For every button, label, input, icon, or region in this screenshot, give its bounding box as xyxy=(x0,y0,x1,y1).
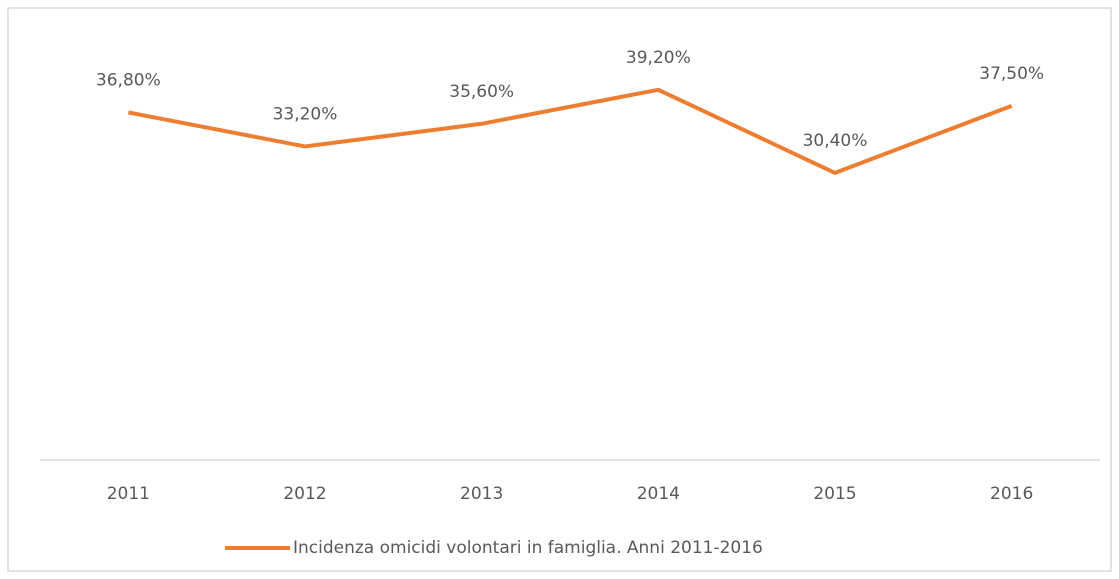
x-tick-label: 2014 xyxy=(637,484,680,504)
x-tick-label: 2013 xyxy=(460,484,503,504)
x-tick-label: 2011 xyxy=(107,484,150,504)
data-label: 39,20% xyxy=(626,48,691,68)
data-label: 37,50% xyxy=(979,64,1044,84)
series-line xyxy=(127,87,1013,175)
data-label: 30,40% xyxy=(803,131,868,151)
x-tick-label: 2012 xyxy=(283,484,326,504)
data-label: 33,20% xyxy=(273,104,338,124)
chart-border xyxy=(7,7,1112,572)
x-tick-label: 2016 xyxy=(990,484,1033,504)
x-tick-label: 2015 xyxy=(813,484,856,504)
data-label: 35,60% xyxy=(449,82,514,102)
legend-label: Incidenza omicidi volontari in famiglia.… xyxy=(293,538,763,558)
data-label: 36,80% xyxy=(96,70,161,90)
